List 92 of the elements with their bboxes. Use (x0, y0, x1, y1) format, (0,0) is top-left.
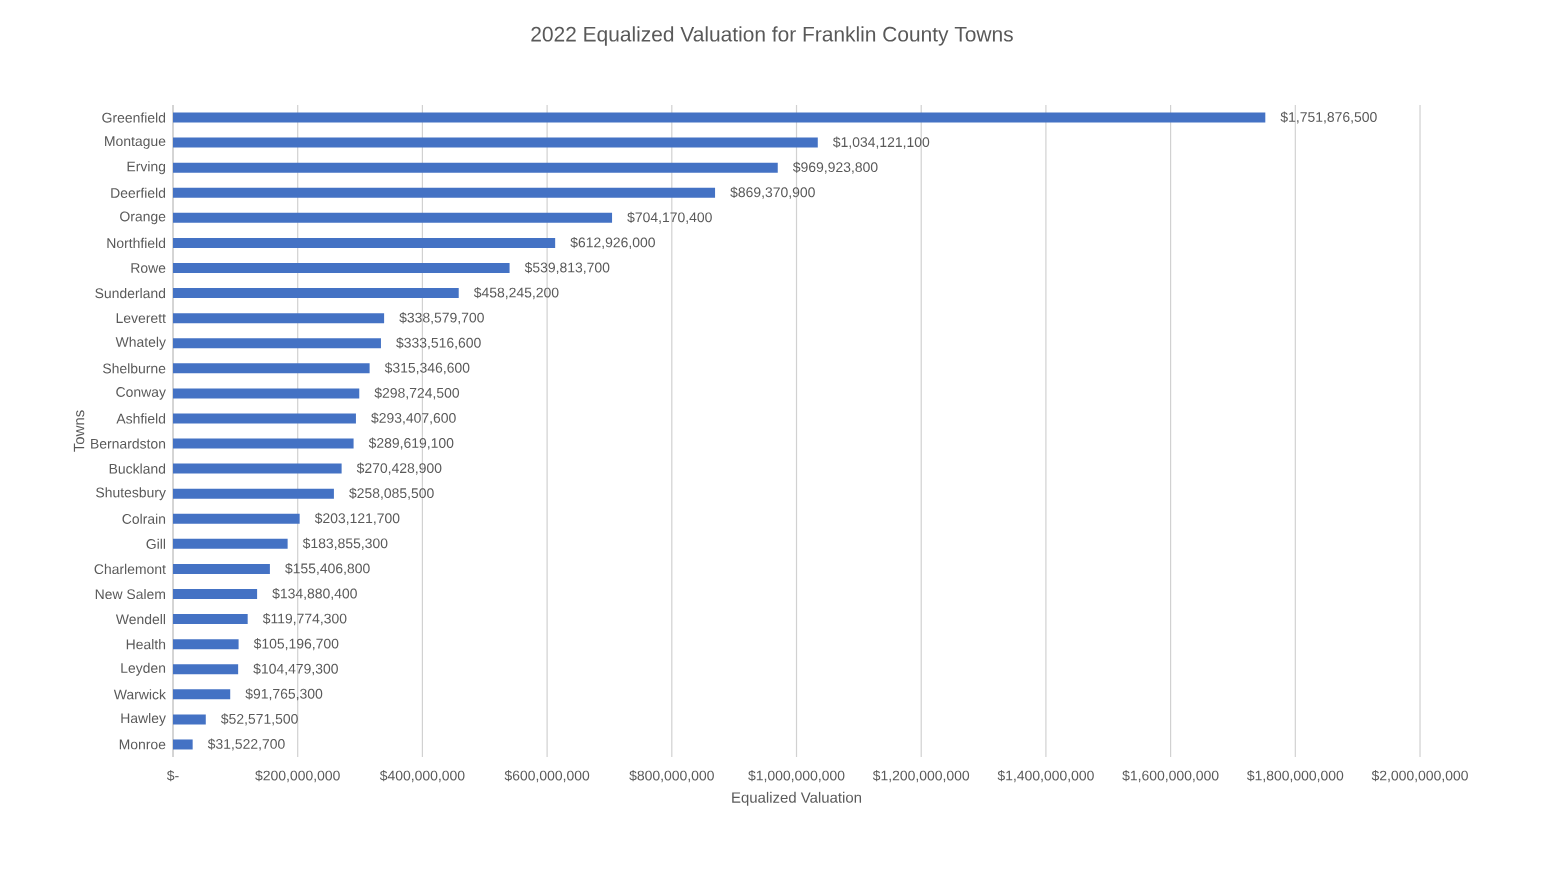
y-tick-label: Health (126, 639, 166, 650)
data-label: $104,479,300 (253, 663, 338, 676)
y-axis-title: Towns (73, 410, 85, 452)
data-label: $183,855,300 (302, 537, 388, 550)
bar (173, 438, 354, 449)
y-tick-label: New Salem (95, 588, 165, 600)
data-label: $52,571,500 (220, 713, 298, 726)
y-tick-label: Ashfield (116, 413, 166, 424)
bar (173, 614, 248, 625)
bar (173, 463, 342, 474)
data-label: $1,034,121,100 (832, 136, 930, 149)
y-tick-label: Monroe (119, 739, 166, 750)
data-label: $969,923,800 (792, 161, 878, 174)
data-label: $155,406,800 (285, 562, 370, 575)
bar (173, 513, 300, 524)
x-tick-label: $1,600,000,000 (1122, 770, 1219, 783)
x-tick-label: $1,000,000,000 (748, 770, 845, 783)
y-tick-label: Sunderland (95, 287, 166, 299)
bar (173, 538, 288, 549)
y-tick-label: Deerfield (111, 187, 166, 198)
data-label: $1,751,876,500 (1280, 111, 1377, 124)
bar (173, 563, 270, 574)
bar (173, 689, 231, 700)
data-label: $869,370,900 (730, 186, 815, 199)
data-label: $704,170,400 (627, 211, 712, 224)
y-tick-label: Shutesbury (96, 487, 166, 501)
y-tick-label: Orange (120, 211, 166, 225)
y-tick-label: Greenfield (102, 112, 166, 123)
data-label: $458,245,200 (473, 287, 559, 300)
data-label: $315,346,600 (384, 362, 470, 375)
bar (173, 237, 556, 248)
bar (173, 112, 1266, 123)
data-label: $119,774,300 (262, 613, 347, 626)
bar (173, 739, 193, 750)
y-tick-label: Wendell (115, 613, 166, 625)
data-label: $338,579,700 (399, 312, 484, 325)
bar (173, 162, 778, 173)
y-tick-label: Gill (146, 538, 166, 549)
y-tick-label: Hawley (121, 712, 166, 726)
bar (173, 313, 385, 324)
bar (173, 388, 360, 399)
x-tick-label: $1,800,000,000 (1246, 770, 1344, 783)
data-label: $91,765,300 (245, 688, 323, 701)
bar (173, 212, 613, 223)
data-label: $333,516,600 (396, 337, 481, 350)
y-tick-label: Whately (115, 336, 166, 350)
y-tick-label: Montague (105, 136, 166, 149)
y-tick-label: Bernardston (91, 438, 166, 449)
data-label: $298,724,500 (374, 387, 460, 400)
data-label: $134,880,400 (272, 587, 357, 601)
data-label: $203,121,700 (314, 512, 400, 525)
bar (173, 639, 239, 650)
data-label: $31,522,700 (207, 738, 285, 751)
x-tick-label: $- (166, 770, 179, 782)
y-tick-label: Rowe (131, 263, 166, 273)
data-label: $105,196,700 (253, 638, 339, 651)
x-tick-label: $800,000,000 (629, 770, 714, 783)
y-tick-label: Buckland (109, 463, 166, 474)
x-tick-label: $400,000,000 (379, 770, 465, 783)
data-label: $258,085,500 (349, 487, 434, 500)
data-label: $270,428,900 (356, 462, 442, 475)
bar (173, 589, 258, 600)
bar (173, 137, 818, 148)
x-tick-label: $600,000,000 (504, 770, 590, 783)
chart-title: 2022 Equalized Valuation for Franklin County Towns (531, 26, 1013, 46)
bar (173, 413, 356, 424)
y-tick-label: Leyden (121, 662, 166, 676)
bar (173, 488, 334, 499)
data-label: $293,407,600 (371, 412, 456, 425)
y-tick-label: Charlemont (94, 563, 166, 575)
bar (173, 187, 716, 198)
bar (173, 664, 239, 675)
y-tick-label: Leverett (116, 313, 166, 324)
x-tick-label: $2,000,000,000 (1371, 770, 1468, 783)
y-tick-label: Colrain (122, 513, 166, 524)
x-tick-label: $200,000,000 (255, 770, 340, 783)
y-tick-label: Shelburne (103, 363, 166, 374)
x-tick-label: $1,400,000,000 (997, 770, 1094, 783)
y-tick-label: Northfield (107, 237, 166, 249)
y-tick-label: Conway (116, 387, 166, 400)
bar (173, 288, 459, 299)
bar (173, 363, 370, 374)
bar (173, 338, 381, 349)
x-axis-title: Equalized Valuation (732, 791, 862, 806)
x-tick-label: $1,200,000,000 (872, 770, 970, 783)
data-label: $539,813,700 (524, 261, 610, 275)
data-label: $289,619,100 (368, 437, 454, 450)
y-tick-label: Warwick (113, 689, 166, 700)
bar (173, 714, 206, 725)
data-label: $612,926,000 (570, 236, 655, 249)
y-tick-label: Erving (127, 161, 166, 175)
bar (173, 263, 510, 273)
